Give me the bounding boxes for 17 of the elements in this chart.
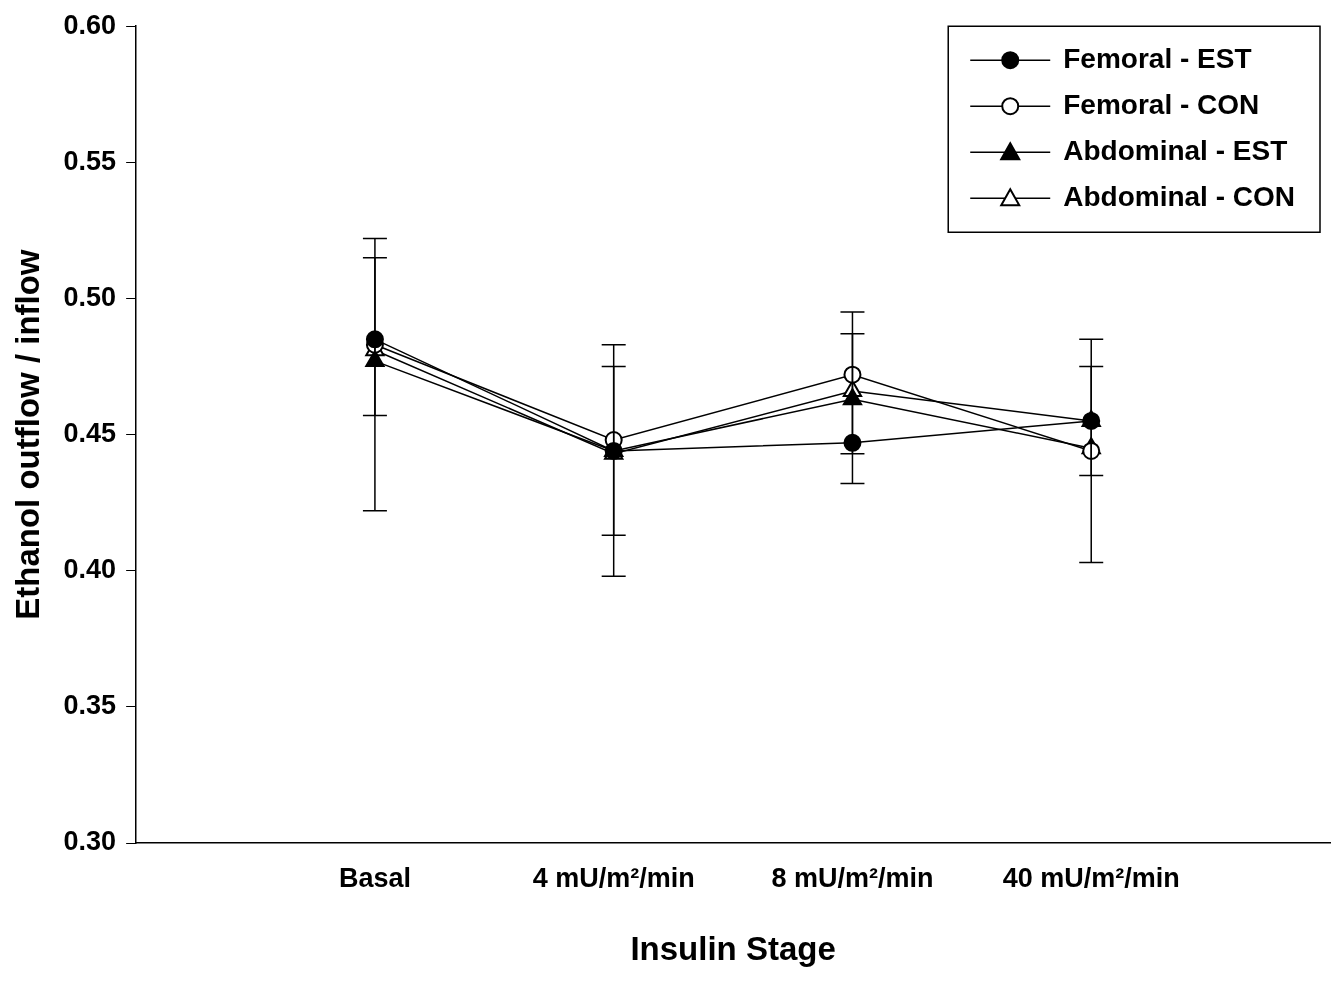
legend-label: Abdominal - CON [1063, 180, 1295, 212]
x-axis-title: Insulin Stage [630, 930, 836, 968]
y-tick-label: 0.45 [63, 418, 117, 449]
x-tick-label: 40 mU/m²/min [1002, 862, 1180, 893]
legend-label: Femoral - CON [1063, 88, 1260, 120]
y-tick-label: 0.40 [63, 554, 117, 585]
y-tick-label: 0.30 [63, 826, 117, 857]
y-tick-label: 0.55 [63, 145, 117, 176]
y-tick-label: 0.35 [63, 690, 117, 721]
x-tick-label: 8 mU/m²/min [771, 862, 934, 893]
x-tick-label: Basal [338, 862, 411, 893]
y-axis-title: Ethanol outflow / inflow [8, 249, 46, 620]
x-tick-label: 4 mU/m²/min [532, 862, 695, 893]
y-tick-label: 0.50 [63, 281, 117, 312]
legend-label: Femoral - EST [1063, 42, 1252, 74]
legend-label: Abdominal - EST [1063, 134, 1288, 166]
y-tick-label: 0.60 [63, 9, 117, 40]
